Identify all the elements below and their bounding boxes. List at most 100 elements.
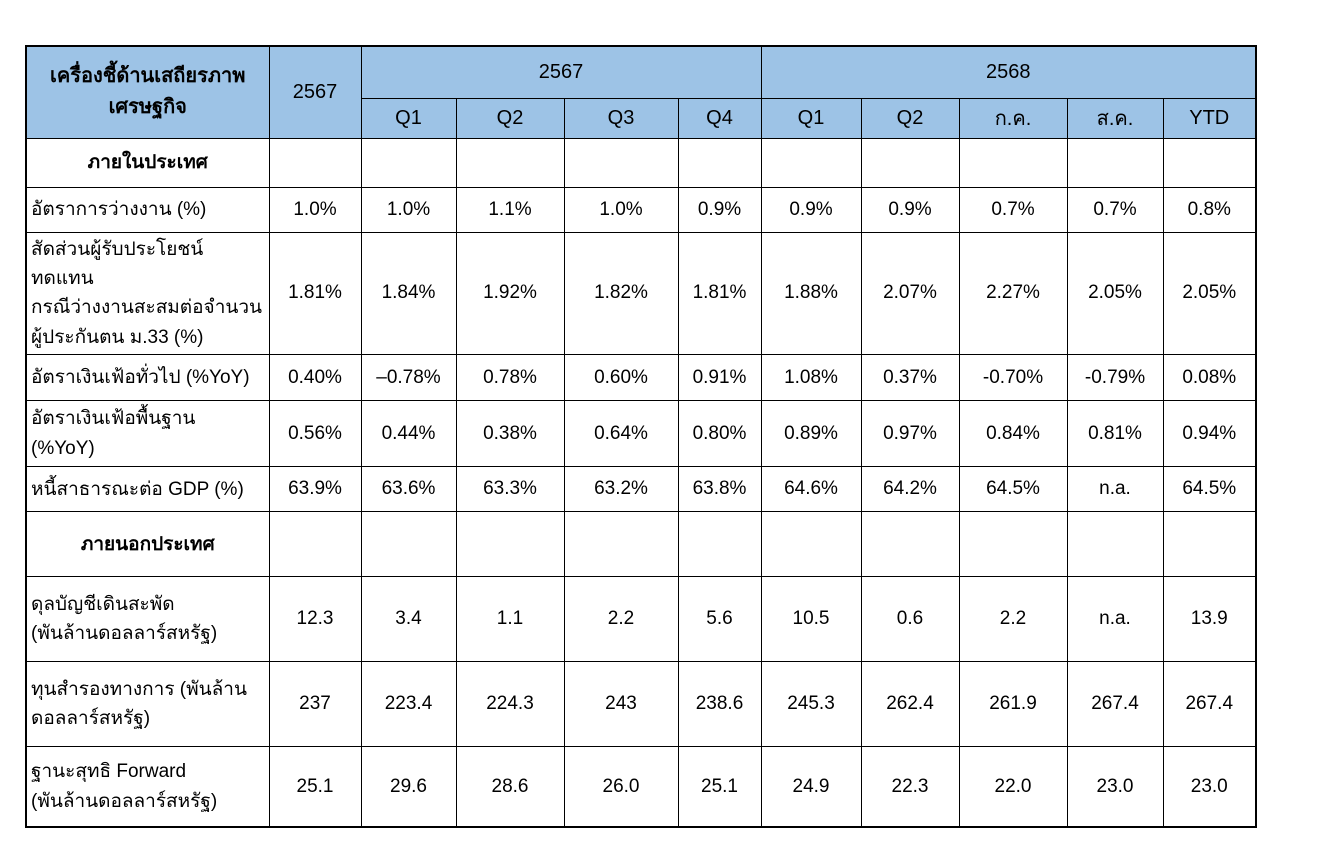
data-cell: 267.4 <box>1162 661 1257 748</box>
table-row: อัตราเงินเฟ้อทั่วไป (%YoY) 0.40% –0.78% 0.7… <box>25 354 1257 402</box>
data-cell: 0.40% <box>268 354 362 402</box>
data-cell: 1.81% <box>677 231 762 356</box>
data-cell: 2.07% <box>860 231 960 356</box>
data-cell: 238.6 <box>677 661 762 748</box>
data-cell: 1.08% <box>760 354 862 402</box>
section-row: ภายในประเทศ <box>25 137 1257 188</box>
section-label-cell: ภายนอกประเทศ <box>25 511 270 578</box>
data-cell: 0.97% <box>860 400 960 468</box>
data-cell <box>563 511 679 578</box>
data-cell <box>268 137 362 188</box>
data-cell <box>455 511 565 578</box>
data-cell <box>1066 511 1164 578</box>
data-cell: 0.84% <box>958 400 1068 468</box>
data-cell: 0.08% <box>1162 354 1257 402</box>
data-cell: 22.3 <box>860 746 960 828</box>
data-cell: 2.05% <box>1162 231 1257 356</box>
row-label-cell: อัตราการว่างงาน (%) <box>25 186 270 233</box>
data-cell <box>360 137 457 188</box>
table-row: อัตราการว่างงาน (%) 1.0% 1.0% 1.1% 1.0% 0.9% 0… <box>25 186 1257 233</box>
data-cell: 26.0 <box>563 746 679 828</box>
data-cell: 1.1 <box>455 576 565 663</box>
data-cell: 13.9 <box>1162 576 1257 663</box>
data-cell: 1.92% <box>455 231 565 356</box>
data-cell: 262.4 <box>860 661 960 748</box>
data-cell: 1.0% <box>268 186 362 233</box>
data-cell: 64.5% <box>1162 466 1257 513</box>
data-cell: 0.64% <box>563 400 679 468</box>
data-cell: 0.44% <box>360 400 457 468</box>
data-cell <box>958 137 1068 188</box>
data-cell <box>860 137 960 188</box>
data-cell: 0.80% <box>677 400 762 468</box>
header-2567-q4: Q4 <box>677 97 762 139</box>
data-cell: 0.8% <box>1162 186 1257 233</box>
data-cell: 12.3 <box>268 576 362 663</box>
data-cell <box>677 511 762 578</box>
data-cell: 29.6 <box>360 746 457 828</box>
data-cell: 63.8% <box>677 466 762 513</box>
economic-stability-indicator-table: เครื่องชี้ด้านเสถียรภาพ เศรษฐกิจ 2567 25… <box>25 45 1258 828</box>
data-cell <box>677 137 762 188</box>
data-cell: 0.7% <box>1066 186 1164 233</box>
data-cell: 2.2 <box>958 576 1068 663</box>
data-cell: 23.0 <box>1162 746 1257 828</box>
data-cell <box>563 137 679 188</box>
data-cell: 1.1% <box>455 186 565 233</box>
data-cell: 0.9% <box>677 186 762 233</box>
data-cell: 0.37% <box>860 354 960 402</box>
data-cell <box>455 137 565 188</box>
data-cell: 0.56% <box>268 400 362 468</box>
data-cell: 63.6% <box>360 466 457 513</box>
data-cell: 261.9 <box>958 661 1068 748</box>
data-cell <box>268 511 362 578</box>
data-cell: 0.78% <box>455 354 565 402</box>
data-cell: 1.84% <box>360 231 457 356</box>
header-2567-q3: Q3 <box>563 97 679 139</box>
data-cell: 243 <box>563 661 679 748</box>
data-cell: 0.81% <box>1066 400 1164 468</box>
data-cell: 63.3% <box>455 466 565 513</box>
data-cell: 23.0 <box>1066 746 1164 828</box>
data-cell: 2.05% <box>1066 231 1164 356</box>
data-cell: 245.3 <box>760 661 862 748</box>
table-row: ฐานะสุทธิ Forward (พันล้านดอลลาร์สหรัฐ) 2… <box>25 746 1257 828</box>
header-2567-q1: Q1 <box>360 97 457 139</box>
header-2568-jul: ก.ค. <box>958 97 1068 139</box>
data-cell: 0.7% <box>958 186 1068 233</box>
header-group-2567: 2567 <box>360 45 762 99</box>
data-cell: 25.1 <box>268 746 362 828</box>
table-header: เครื่องชี้ด้านเสถียรภาพ เศรษฐกิจ 2567 25… <box>25 45 1257 139</box>
header-annual-2567: 2567 <box>268 45 362 139</box>
section-label-cell: ภายในประเทศ <box>25 137 270 188</box>
data-cell: 2.27% <box>958 231 1068 356</box>
data-cell: -0.79% <box>1066 354 1164 402</box>
table-row: สัดส่วนผู้รับประโยชน์ทดแทน กรณีว่างงานสะ… <box>25 231 1257 356</box>
data-cell: 0.38% <box>455 400 565 468</box>
data-cell: 2.2 <box>563 576 679 663</box>
data-cell <box>1162 137 1257 188</box>
header-2567-q2: Q2 <box>455 97 565 139</box>
data-cell: 28.6 <box>455 746 565 828</box>
data-cell: 0.9% <box>860 186 960 233</box>
data-cell: 0.6 <box>860 576 960 663</box>
data-cell <box>760 511 862 578</box>
header-2568-aug: ส.ค. <box>1066 97 1164 139</box>
data-cell: –0.78% <box>360 354 457 402</box>
data-cell: 1.81% <box>268 231 362 356</box>
data-cell: 22.0 <box>958 746 1068 828</box>
row-label-cell: อัตราเงินเฟ้อพื้นฐาน (%YoY) <box>25 400 270 468</box>
data-cell: n.a. <box>1066 576 1164 663</box>
data-cell: 64.2% <box>860 466 960 513</box>
table-row: ทุนสำรองทางการ (พันล้าน ดอลลาร์สหรัฐ) 237… <box>25 661 1257 748</box>
row-label-cell: ฐานะสุทธิ Forward (พันล้านดอลลาร์สหรัฐ) <box>25 746 270 828</box>
data-cell: 0.94% <box>1162 400 1257 468</box>
header-2568-q1: Q1 <box>760 97 862 139</box>
data-cell: 0.91% <box>677 354 762 402</box>
data-cell <box>1066 137 1164 188</box>
table-body: ภายในประเทศ อัตราการว่างงาน (%) 1.0% 1.0% 1.… <box>25 137 1257 828</box>
row-label-cell: ดุลบัญชีเดินสะพัด (พันล้านดอลลาร์สหรัฐ) <box>25 576 270 663</box>
data-cell <box>760 137 862 188</box>
table-row: ดุลบัญชีเดินสะพัด (พันล้านดอลลาร์สหรัฐ) 1… <box>25 576 1257 663</box>
